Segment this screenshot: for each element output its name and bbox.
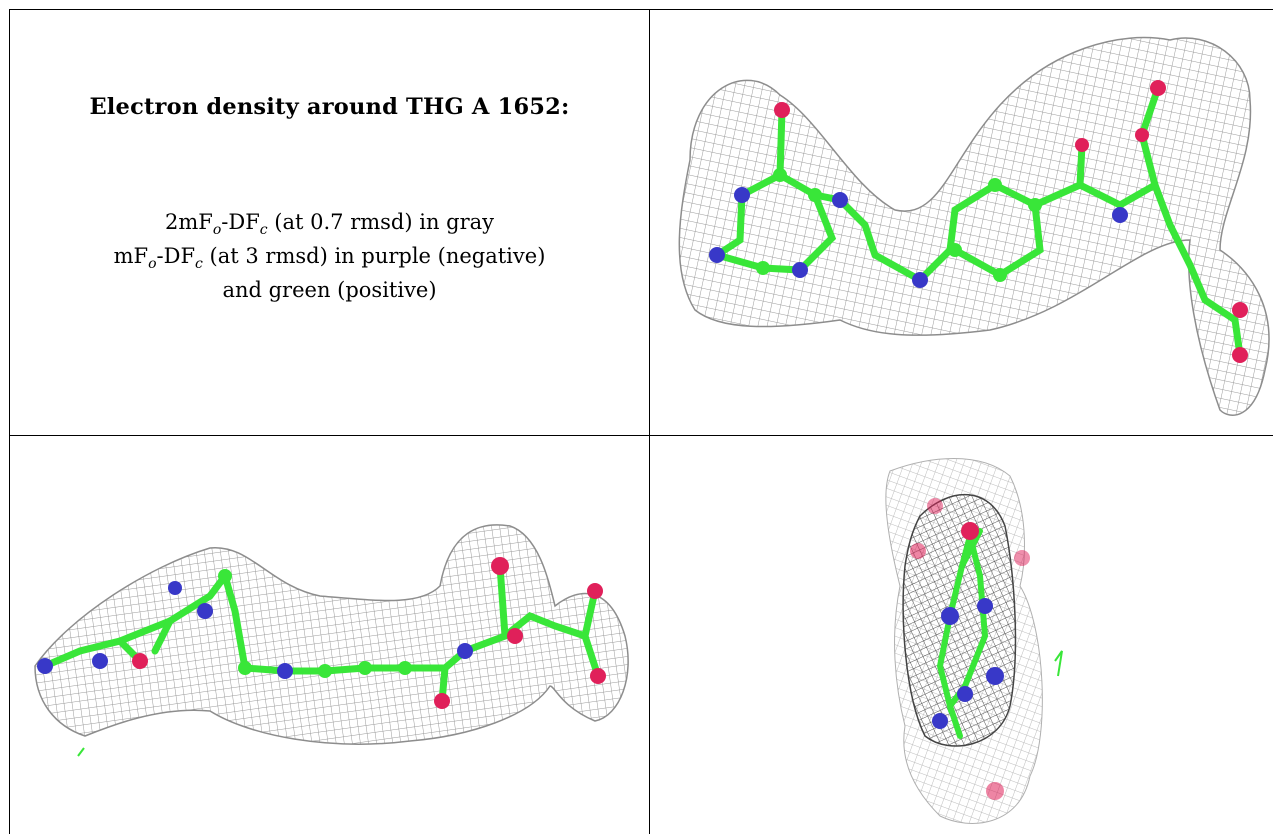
legend-line-2fo: 2mFo-DFc (at 0.7 rmsd) in gray xyxy=(164,210,495,239)
molecule-mesh-icon xyxy=(34,524,629,757)
legend-line-fo: mFo-DFc (at 3 rmsd) in purple (negative) xyxy=(113,244,546,273)
density-mesh xyxy=(34,524,629,745)
density-view-bottom-right xyxy=(650,436,1273,834)
table-border-top xyxy=(9,9,1273,10)
density-view-top-right xyxy=(650,10,1273,435)
density-mesh xyxy=(678,36,1270,416)
density-view-bottom-left xyxy=(10,436,649,834)
legend-line-3: and green (positive) xyxy=(222,278,437,303)
caption-cell: Electron density around THG A 1652: 2mFo… xyxy=(10,10,649,435)
figure-table: Electron density around THG A 1652: 2mFo… xyxy=(9,9,1273,834)
table-border-left xyxy=(9,9,10,834)
table-row-divider xyxy=(9,435,1273,436)
molecule-mesh-icon xyxy=(678,36,1270,416)
caption-legend: 2mFo-DFc (at 0.7 rmsd) in gray mFo-DFc (… xyxy=(10,209,649,303)
atom-spheres xyxy=(37,557,606,709)
molecule-mesh-icon xyxy=(885,458,1063,824)
caption-heading: Electron density around THG A 1652: xyxy=(89,94,570,120)
atom-spheres xyxy=(709,80,1248,363)
table-border-middle xyxy=(649,9,650,834)
atom-spheres xyxy=(910,498,1030,800)
density-mesh-dark xyxy=(902,494,1017,747)
